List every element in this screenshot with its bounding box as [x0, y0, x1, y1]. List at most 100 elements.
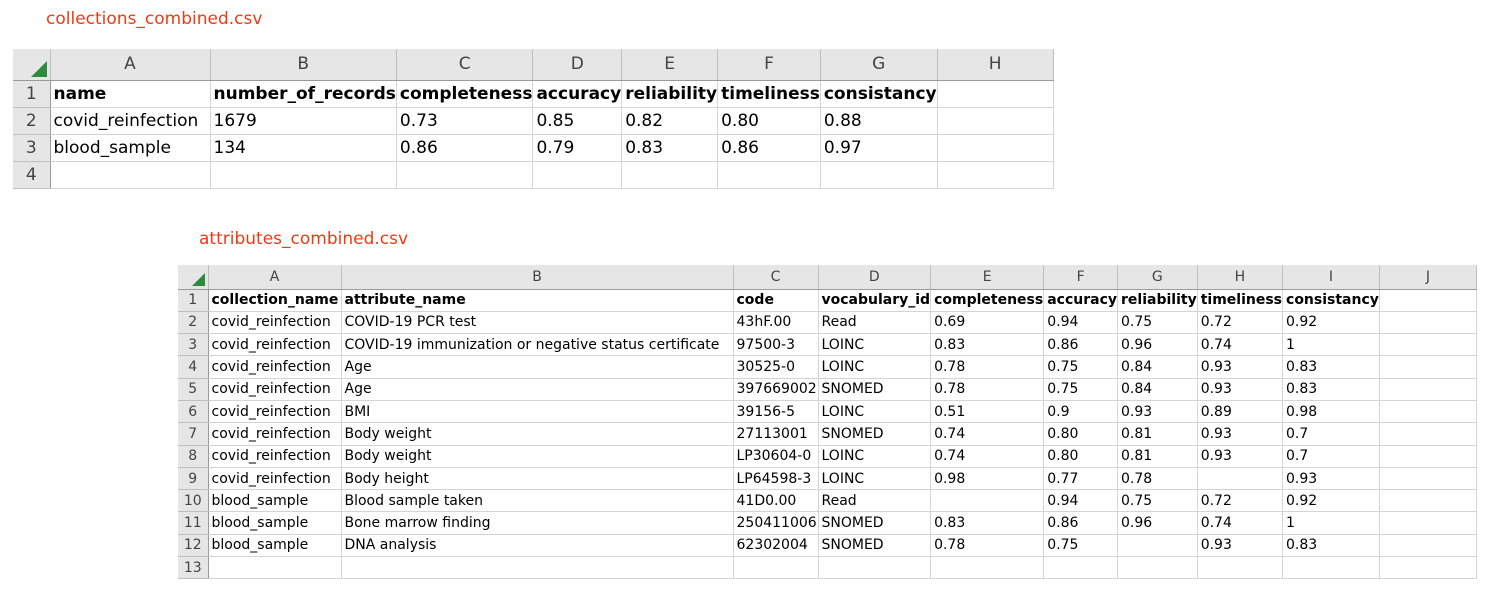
cell[interactable] — [1379, 378, 1477, 401]
cell[interactable] — [50, 161, 211, 189]
cell[interactable]: 0.7 — [1282, 445, 1380, 468]
cell[interactable] — [1379, 511, 1477, 535]
cell[interactable]: 41D0.00 — [733, 489, 819, 513]
cell[interactable]: SNOMED — [818, 378, 932, 401]
cell[interactable] — [396, 161, 534, 189]
cell[interactable]: 0.83 — [1282, 534, 1380, 558]
cell[interactable] — [1197, 467, 1284, 491]
column-header-g[interactable]: G — [820, 49, 938, 81]
cell[interactable]: 1 — [1282, 333, 1380, 357]
cell[interactable]: 0.78 — [1117, 467, 1198, 491]
cell[interactable]: COVID-19 PCR test — [341, 311, 734, 335]
cell[interactable]: covid_reinfection — [208, 445, 342, 468]
cell[interactable]: completeness — [930, 289, 1045, 312]
row-header[interactable]: 12 — [178, 534, 209, 558]
cell[interactable]: SNOMED — [818, 511, 932, 535]
row-header[interactable]: 3 — [13, 134, 51, 162]
cell[interactable]: completeness — [396, 80, 534, 108]
cell[interactable] — [1379, 355, 1477, 379]
cell[interactable] — [937, 80, 1054, 108]
cell[interactable]: covid_reinfection — [208, 467, 342, 491]
cell[interactable] — [733, 556, 819, 580]
cell[interactable]: 0.93 — [1282, 467, 1380, 491]
cell[interactable]: 97500-3 — [733, 333, 819, 357]
cell[interactable]: blood_sample — [208, 489, 342, 513]
cell[interactable] — [532, 161, 623, 189]
cell[interactable]: consistancy — [1282, 289, 1380, 312]
row-header[interactable]: 9 — [178, 467, 209, 491]
cell[interactable] — [1379, 556, 1477, 580]
cell[interactable]: 62302004 — [733, 534, 819, 558]
column-header-d[interactable]: D — [532, 49, 623, 81]
cell[interactable]: 0.82 — [621, 107, 719, 135]
cell[interactable]: 0.80 — [717, 107, 821, 135]
cell[interactable]: code — [733, 289, 819, 312]
cell[interactable]: 0.94 — [1043, 311, 1119, 335]
cell[interactable]: LP64598-3 — [733, 467, 819, 491]
cell[interactable]: 0.81 — [1117, 422, 1198, 446]
column-header-d[interactable]: D — [818, 265, 932, 290]
cell[interactable]: 0.80 — [1043, 445, 1119, 468]
cell[interactable] — [937, 161, 1054, 189]
cell[interactable]: 0.75 — [1043, 534, 1119, 558]
row-header[interactable]: 10 — [178, 489, 209, 513]
cell[interactable]: Read — [818, 311, 932, 335]
cell[interactable]: 0.84 — [1117, 378, 1198, 401]
cell[interactable]: LOINC — [818, 445, 932, 468]
row-header[interactable]: 13 — [178, 556, 209, 580]
row-header[interactable]: 11 — [178, 511, 209, 535]
cell[interactable]: 0.96 — [1117, 511, 1198, 535]
cell[interactable]: Blood sample taken — [341, 489, 734, 513]
row-header[interactable]: 2 — [178, 311, 209, 335]
cell[interactable]: 0.79 — [532, 134, 623, 162]
cell[interactable]: covid_reinfection — [208, 355, 342, 379]
cell[interactable]: 0.73 — [396, 107, 534, 135]
cell[interactable]: 0.75 — [1117, 311, 1198, 335]
cell[interactable]: 0.9 — [1043, 400, 1119, 424]
cell[interactable]: 0.72 — [1197, 311, 1284, 335]
cell[interactable]: blood_sample — [208, 511, 342, 535]
cell[interactable]: Body height — [341, 467, 734, 491]
row-header[interactable]: 8 — [178, 445, 209, 468]
column-header-h[interactable]: H — [937, 49, 1054, 81]
cell[interactable]: 0.83 — [621, 134, 719, 162]
cell[interactable] — [621, 161, 719, 189]
cell[interactable]: 27113001 — [733, 422, 819, 446]
cell[interactable]: timeliness — [717, 80, 821, 108]
cell[interactable]: 0.86 — [1043, 333, 1119, 357]
cell[interactable]: 0.93 — [1197, 422, 1284, 446]
cell[interactable] — [937, 107, 1054, 135]
row-header[interactable]: 2 — [13, 107, 51, 135]
cell[interactable]: 0.75 — [1043, 355, 1119, 379]
row-header[interactable]: 1 — [178, 289, 209, 312]
cell[interactable] — [717, 161, 821, 189]
cell[interactable]: covid_reinfection — [50, 107, 211, 135]
cell[interactable]: 0.98 — [1282, 400, 1380, 424]
cell[interactable]: 134 — [210, 134, 397, 162]
cell[interactable]: 0.93 — [1197, 445, 1284, 468]
cell[interactable] — [1379, 311, 1477, 335]
cell[interactable]: 0.77 — [1043, 467, 1119, 491]
cell[interactable]: 0.88 — [820, 107, 938, 135]
column-header-i[interactable]: I — [1282, 265, 1380, 290]
cell[interactable]: blood_sample — [208, 534, 342, 558]
cell[interactable]: 0.92 — [1282, 311, 1380, 335]
column-header-e[interactable]: E — [930, 265, 1045, 290]
cell[interactable]: covid_reinfection — [208, 378, 342, 401]
column-header-j[interactable]: J — [1379, 265, 1477, 290]
cell[interactable]: 0.96 — [1117, 333, 1198, 357]
cell[interactable]: 0.83 — [930, 333, 1045, 357]
cell[interactable]: 0.78 — [930, 378, 1045, 401]
cell[interactable]: BMI — [341, 400, 734, 424]
cell[interactable]: 0.72 — [1197, 489, 1284, 513]
cell[interactable]: 397669002 — [733, 378, 819, 401]
cell[interactable]: 0.93 — [1197, 378, 1284, 401]
cell[interactable]: Read — [818, 489, 932, 513]
cell[interactable]: Bone marrow finding — [341, 511, 734, 535]
cell[interactable]: 0.74 — [930, 445, 1045, 468]
cell[interactable] — [1282, 556, 1380, 580]
row-header[interactable]: 1 — [13, 80, 51, 108]
column-header-f[interactable]: F — [1043, 265, 1119, 290]
row-header[interactable]: 4 — [178, 355, 209, 379]
cell[interactable]: LP30604-0 — [733, 445, 819, 468]
